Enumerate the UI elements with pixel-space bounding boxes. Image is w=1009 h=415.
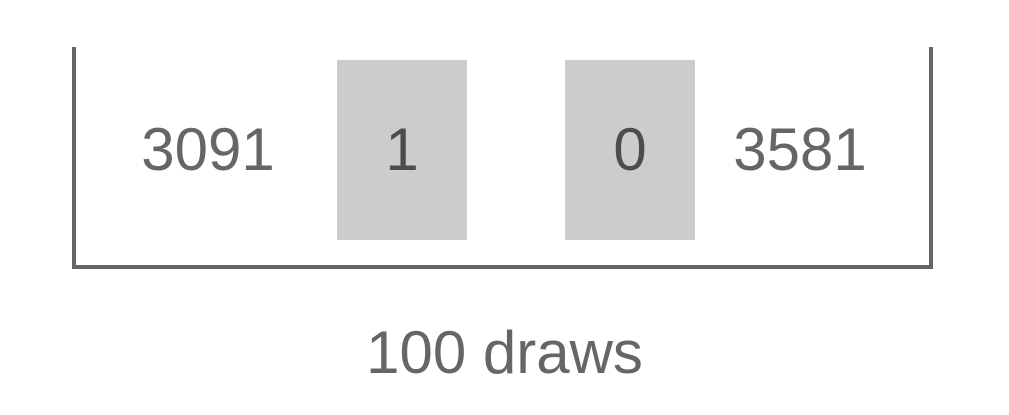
item-value-4: 3581 bbox=[733, 116, 867, 183]
item-value-2-highlighted: 1 bbox=[337, 60, 467, 240]
caption-label: 100 draws bbox=[366, 319, 643, 386]
bin-right-wall bbox=[929, 47, 933, 269]
item-value-1: 3091 bbox=[141, 116, 275, 183]
item-value-3-highlighted: 0 bbox=[565, 60, 695, 240]
bin-left-wall bbox=[72, 47, 76, 269]
bin-floor bbox=[72, 265, 933, 269]
bin-container bbox=[72, 47, 933, 269]
